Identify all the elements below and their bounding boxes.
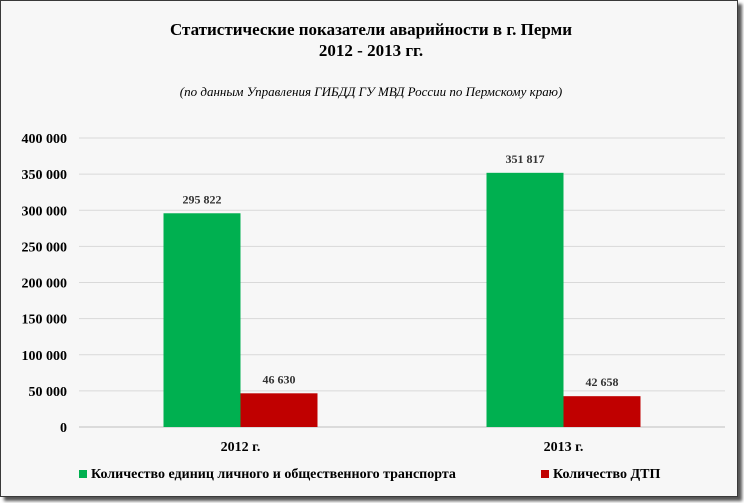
- bar: [240, 393, 318, 427]
- bars: [163, 172, 641, 427]
- y-tick-label: 250 000: [22, 240, 68, 255]
- y-tick-label: 300 000: [22, 204, 68, 219]
- x-category-label: 2013 г.: [544, 440, 584, 455]
- y-tick-label: 350 000: [22, 168, 68, 183]
- data-label: 42 658: [586, 375, 619, 389]
- legend-label: Количество единиц личного и общественног…: [91, 467, 456, 482]
- bar: [163, 213, 241, 427]
- legend-label: Количество ДТП: [553, 467, 660, 482]
- legend-swatch: [79, 470, 87, 478]
- data-label: 351 817: [506, 152, 545, 166]
- chart-title-line-2: 2012 - 2013 гг.: [319, 41, 423, 60]
- y-tick-label: 0: [60, 421, 67, 436]
- bar: [486, 172, 564, 427]
- y-tick-label: 200 000: [22, 277, 68, 292]
- y-tick-label: 150 000: [22, 313, 68, 328]
- data-labels: 295 822 46 630 351 817 42 658: [183, 152, 619, 389]
- data-label: 46 630: [263, 372, 296, 386]
- legend: Количество единиц личного и общественног…: [79, 467, 660, 482]
- y-tick-label: 100 000: [22, 349, 68, 364]
- x-category-label: 2012 г.: [221, 440, 261, 455]
- y-tick-label: 50 000: [29, 385, 68, 400]
- legend-swatch: [541, 470, 549, 478]
- y-axis-tick-labels: 0 50 000 100 000 150 000 200 000 250 000 300 0…: [22, 132, 68, 436]
- chart-canvas: Статистические показатели аварийности в …: [22, 20, 725, 482]
- x-axis-category-labels: 2012 г. 2013 г.: [221, 440, 584, 455]
- bar: [563, 396, 641, 427]
- data-label: 295 822: [183, 192, 222, 206]
- chart-subtitle: (по данным Управления ГИБДД ГУ МВД Росси…: [180, 84, 562, 99]
- y-tick-label: 400 000: [22, 132, 68, 147]
- chart-title-line-1: Статистические показатели аварийности в …: [170, 20, 572, 39]
